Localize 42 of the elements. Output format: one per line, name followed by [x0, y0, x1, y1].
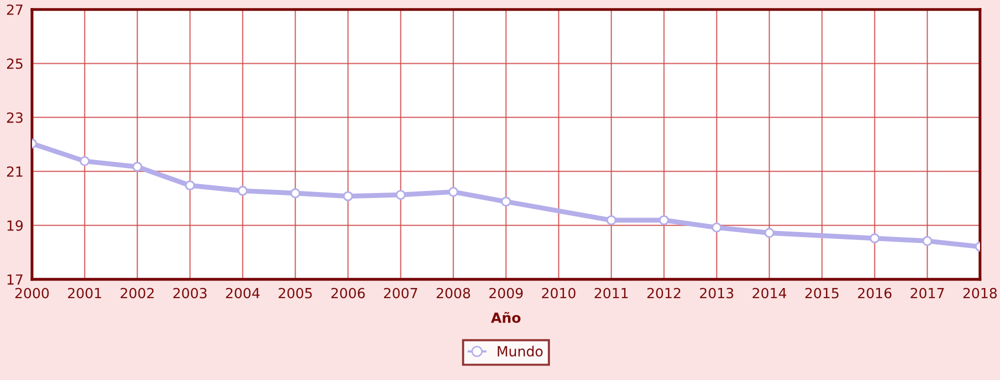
point — [922, 236, 932, 246]
x-axis-title: Año — [490, 312, 520, 323]
x-tick-label: 2002 — [120, 288, 154, 298]
y-tick-label: 25 — [7, 58, 22, 69]
point — [132, 162, 142, 172]
x-tick-label: 2016 — [858, 288, 892, 298]
x-tick-label: 2010 — [542, 288, 576, 298]
x-tick-label: 2001 — [68, 288, 102, 298]
point — [712, 222, 722, 232]
point — [870, 233, 880, 244]
y-tick-label: 27 — [7, 4, 22, 15]
x-tick-label: 2005 — [278, 288, 312, 298]
y-tick-label: 19 — [8, 220, 23, 231]
y-tick-label: 21 — [7, 166, 22, 177]
x-tick-label: 2012 — [647, 288, 680, 298]
y-tick-label: 17 — [8, 274, 22, 285]
y-tick-label: 23 — [7, 112, 23, 123]
legend-label: Mundo — [498, 346, 543, 357]
x-tick-label: 2003 — [173, 288, 207, 298]
point — [764, 228, 774, 238]
point — [80, 156, 90, 166]
x-tick-label: 2007 — [384, 288, 418, 298]
x-tick-label: 2015 — [805, 288, 838, 298]
point — [448, 186, 458, 197]
x-tick-label: 2004 — [226, 288, 260, 298]
x-tick-label: 2006 — [331, 288, 365, 298]
point — [606, 215, 616, 226]
point — [343, 191, 353, 202]
point — [659, 215, 669, 226]
x-tick-label: 2000 — [15, 288, 49, 298]
point — [501, 196, 511, 207]
x-tick-label: 2014 — [752, 288, 786, 298]
point — [396, 190, 406, 200]
x-tick-label: 2011 — [594, 288, 628, 298]
x-tick-label: 2017 — [910, 288, 944, 298]
x-tick-label: 2018 — [963, 288, 997, 298]
point — [238, 186, 248, 196]
point — [290, 188, 300, 198]
x-tick-label: 2013 — [700, 288, 734, 298]
x-tick-label: 2008 — [436, 288, 470, 298]
point — [185, 180, 195, 190]
x-tick-label: 2009 — [489, 288, 523, 298]
